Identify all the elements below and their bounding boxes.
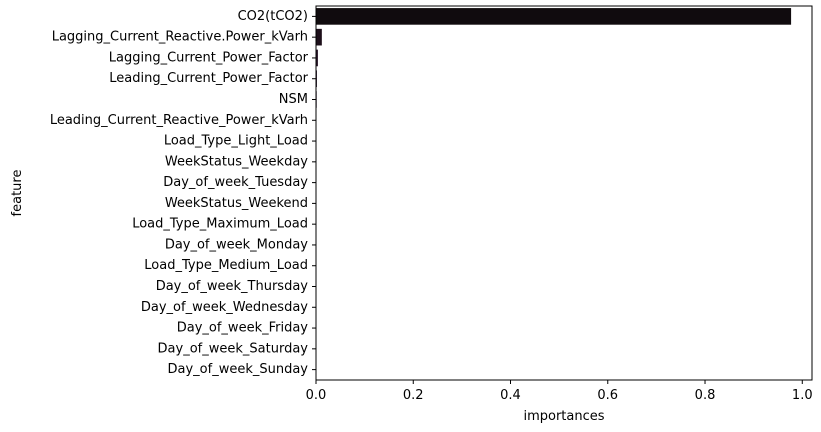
y-tick-label: WeekStatus_Weekday	[165, 154, 308, 169]
y-tick-labels: CO2(tCO2) Lagging_Current_Reactive.Power_…	[50, 9, 316, 377]
y-axis-label: feature	[10, 170, 25, 217]
y-tick-label: Leading_Current_Reactive_Power_kVarh	[50, 113, 308, 128]
y-tick-label: Lagging_Current_Power_Factor	[109, 50, 309, 65]
y-tick-label: Day_of_week_Saturday	[158, 341, 309, 356]
y-tick-label: CO2(tCO2)	[238, 9, 308, 24]
y-tick-label: Day_of_week_Wednesday	[141, 300, 308, 315]
y-tick-label: Leading_Current_Power_Factor	[109, 71, 308, 86]
x-axis-label: importances	[523, 409, 604, 424]
y-tick-label: WeekStatus_Weekend	[165, 196, 308, 211]
y-tick-label: Day_of_week_Tuesday	[163, 175, 308, 190]
plot-frame	[315, 5, 813, 381]
x-tick-label: 0.6	[597, 388, 618, 403]
y-tick-label: Load_Type_Maximum_Load	[132, 217, 308, 232]
y-tick-label: Load_Type_Light_Load	[164, 134, 308, 149]
x-tick-label: 0.2	[403, 388, 424, 403]
y-tick-label: Day_of_week_Monday	[165, 237, 308, 252]
y-tick-label: Load_Type_Medium_Load	[144, 258, 308, 273]
x-tick-label: 0.8	[695, 388, 716, 403]
y-tick-label: Lagging_Current_Reactive.Power_kVarh	[52, 30, 308, 45]
y-tick-label: Day_of_week_Sunday	[168, 362, 309, 377]
x-ticks: 0.0 0.2 0.4 0.6 0.8 1.0	[306, 380, 813, 403]
bars-group	[316, 8, 792, 378]
x-tick-label: 1.0	[792, 388, 813, 403]
y-tick-label: Day_of_week_Thursday	[156, 279, 309, 294]
bar	[316, 49, 318, 67]
x-tick-label: 0.4	[500, 388, 521, 403]
bar	[316, 28, 322, 46]
x-tick-label: 0.0	[306, 388, 327, 403]
y-tick-label: Day_of_week_Friday	[177, 321, 309, 336]
y-tick-label: NSM	[279, 92, 308, 107]
bar	[316, 8, 792, 25]
